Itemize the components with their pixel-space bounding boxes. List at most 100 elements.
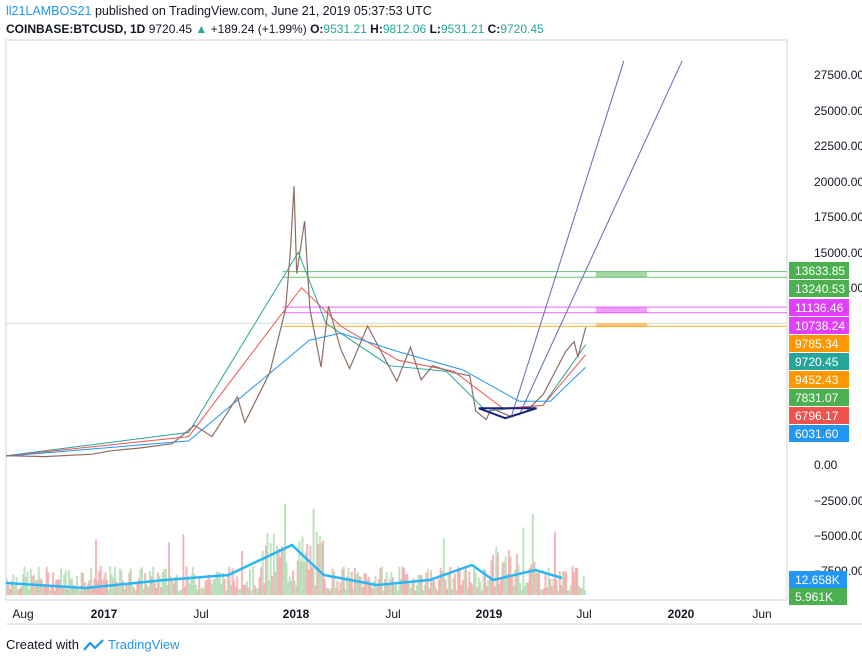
volume-bar bbox=[191, 567, 194, 595]
volume-bar bbox=[441, 570, 444, 595]
volume-bar bbox=[431, 579, 434, 595]
volume-bar bbox=[109, 566, 112, 595]
volume-bar bbox=[358, 576, 361, 595]
volume-bar bbox=[142, 588, 145, 595]
volume-bar bbox=[187, 576, 190, 595]
volume-bar bbox=[323, 579, 326, 595]
volume-bar bbox=[272, 534, 275, 595]
moving-average-line bbox=[6, 332, 587, 457]
volume-bar bbox=[48, 590, 51, 595]
volume-bar bbox=[554, 531, 557, 595]
time-tick-label: Jul bbox=[576, 607, 591, 621]
volume-bar bbox=[336, 581, 339, 595]
volume-bar bbox=[504, 556, 507, 595]
volume-bar bbox=[271, 576, 274, 595]
volume-bar bbox=[401, 566, 404, 595]
price-tick-label: 20000.00 bbox=[814, 175, 862, 189]
volume-bar bbox=[198, 577, 201, 595]
volume-bar bbox=[264, 545, 267, 595]
price-tag-label: 11136.46 bbox=[795, 301, 844, 315]
highlight-zone bbox=[595, 271, 648, 278]
volume-bar bbox=[393, 585, 396, 595]
volume-bar bbox=[520, 590, 523, 595]
volume-bar bbox=[7, 584, 10, 595]
volume-bar bbox=[477, 577, 480, 595]
volume-bar bbox=[172, 583, 175, 595]
volume-bar bbox=[40, 579, 43, 595]
volume-bar bbox=[565, 572, 568, 595]
volume-bar bbox=[480, 590, 483, 595]
volume-bar bbox=[222, 572, 225, 595]
trend-channel-line bbox=[511, 60, 625, 416]
price-chart[interactable]: 27500.00 25000.00 22500.00 20000.00 17500.00… bbox=[0, 0, 862, 632]
close-label: C: bbox=[487, 22, 501, 36]
volume-bar bbox=[55, 579, 58, 595]
volume-bar bbox=[465, 567, 468, 595]
volume-bar bbox=[249, 569, 252, 595]
volume-bar bbox=[237, 588, 240, 595]
volume-bar bbox=[492, 554, 495, 595]
volume-bar bbox=[371, 588, 374, 595]
volume-bar bbox=[320, 543, 323, 595]
publish-info: ll21LAMBOS21 published on TradingView.co… bbox=[6, 4, 432, 18]
volume-bar bbox=[150, 576, 153, 595]
volume-bar bbox=[37, 567, 40, 595]
volume-bar bbox=[204, 580, 207, 595]
volume-bar bbox=[190, 575, 193, 595]
volume-bar bbox=[574, 567, 577, 595]
volume-bar bbox=[522, 527, 525, 595]
volume-bar bbox=[29, 568, 32, 595]
author-link[interactable]: ll21LAMBOS21 bbox=[6, 4, 92, 18]
volume-bar bbox=[331, 568, 334, 595]
volume-bar bbox=[258, 576, 261, 595]
volume-bar bbox=[576, 567, 579, 595]
volume-bar bbox=[280, 545, 283, 595]
volume-tag-bg bbox=[789, 588, 847, 605]
volume-bar bbox=[541, 589, 544, 595]
price-tag-bg bbox=[789, 262, 849, 279]
volume-bar bbox=[342, 566, 345, 595]
volume-tag-label: 5.961K bbox=[795, 590, 833, 604]
volume-bar bbox=[263, 583, 266, 595]
price-tag-bg bbox=[789, 353, 849, 370]
volume-bar bbox=[9, 589, 12, 595]
volume-bar bbox=[147, 587, 150, 595]
volume-bar bbox=[584, 590, 587, 595]
volume-bar bbox=[120, 570, 123, 595]
time-tick-label: Jun bbox=[752, 607, 771, 621]
volume-bar bbox=[419, 574, 422, 595]
volume-bar bbox=[303, 562, 306, 595]
volume-bar bbox=[352, 588, 355, 595]
volume-bar bbox=[114, 567, 117, 595]
volume-bar bbox=[463, 569, 466, 595]
volume-bar bbox=[268, 580, 271, 595]
volume-bar bbox=[361, 587, 364, 595]
volume-bar bbox=[387, 583, 390, 595]
volume-bar bbox=[201, 587, 204, 595]
volume-bar bbox=[563, 570, 566, 595]
volume-bar bbox=[581, 588, 584, 595]
volume-bar bbox=[493, 586, 496, 595]
volume-bar bbox=[174, 576, 177, 595]
volume-bar bbox=[12, 574, 15, 595]
tradingview-link[interactable]: TradingView bbox=[107, 637, 180, 652]
low-value: 9531.21 bbox=[440, 22, 485, 36]
high-label: H: bbox=[370, 22, 383, 36]
volume-bar bbox=[126, 582, 129, 595]
volume-bar bbox=[218, 572, 221, 595]
volume-bar bbox=[15, 576, 18, 595]
volume-bar bbox=[74, 587, 77, 595]
volume-bar bbox=[231, 568, 234, 595]
volume-bar bbox=[144, 572, 147, 595]
volume-bar bbox=[134, 590, 137, 595]
volume-bar bbox=[253, 585, 256, 595]
volume-bar bbox=[531, 513, 534, 595]
volume-bar bbox=[315, 531, 318, 595]
volume-bar bbox=[210, 584, 213, 595]
volume-bar bbox=[366, 578, 369, 595]
volume-bar bbox=[307, 569, 310, 595]
volume-bar bbox=[376, 586, 379, 595]
volume-bar bbox=[409, 588, 412, 595]
volume-bar bbox=[468, 571, 471, 595]
volume-bar bbox=[301, 536, 304, 595]
